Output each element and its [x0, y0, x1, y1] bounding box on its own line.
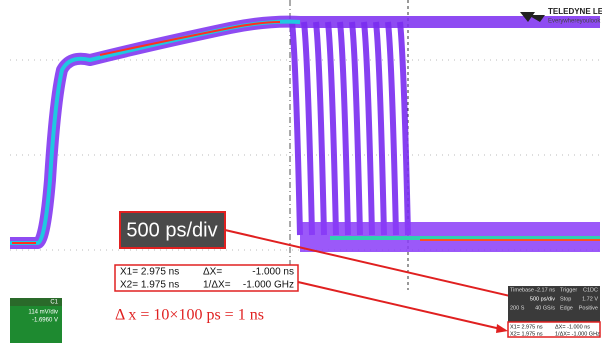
status-timebase: Timebase	[510, 287, 534, 293]
timebase-callout: 500 ps/div	[126, 219, 217, 241]
cursor-inv-dx: -1.000 GHz	[243, 280, 294, 291]
logo-brand: TELEDYNE LECROY	[548, 7, 602, 16]
status-trigger: Trigger	[560, 287, 577, 293]
status-dx: ΔX= -1.000 ns	[555, 324, 590, 330]
cursor-inv-dx-label: 1/ΔX=	[203, 280, 231, 291]
status-x2: X2= 1.975 ns	[510, 331, 543, 337]
status-level: 1.72 V	[582, 296, 598, 302]
status-samples: 200 S	[510, 305, 525, 311]
logo-tagline: Everywhereyoulook	[548, 19, 601, 25]
status-type: Edge	[560, 305, 573, 311]
status-rate: 40 GS/s	[535, 305, 555, 311]
status-slope: Positive	[579, 305, 598, 311]
channel-offset: -1.6960 V	[32, 318, 58, 324]
status-x1: X1= 2.975 ns	[510, 324, 543, 330]
page: TELEDYNE LECROY Everywhereyoulook 500 ps…	[0, 0, 602, 343]
status-cursor: X1= 2.975 ns ΔX= -1.000 ns X2= 1.975 ns …	[510, 324, 600, 337]
cursor-x1: X1= 2.975 ns	[120, 267, 179, 278]
status-div: 500 ps/div	[530, 296, 555, 302]
channel-label: C1	[50, 300, 58, 306]
status-inv-dx: 1/ΔX= -1.000 GHz	[555, 331, 600, 337]
cursor-x2: X2= 1.975 ns	[120, 280, 179, 291]
status-mode: Stop	[560, 296, 571, 302]
annotation: Δ x = 10×100 ps = 1 ns	[115, 307, 264, 324]
status-timebase-value: -2.17 ns	[535, 287, 555, 293]
scope-screen: TELEDYNE LECROY Everywhereyoulook 500 ps…	[0, 0, 602, 343]
status-trigger-ch: C1DC	[583, 287, 598, 293]
cursor-dx: -1.000 ns	[252, 267, 294, 278]
channel-scale: 114 mV/div	[28, 310, 58, 316]
cursor-dx-label: ΔX=	[203, 267, 222, 278]
